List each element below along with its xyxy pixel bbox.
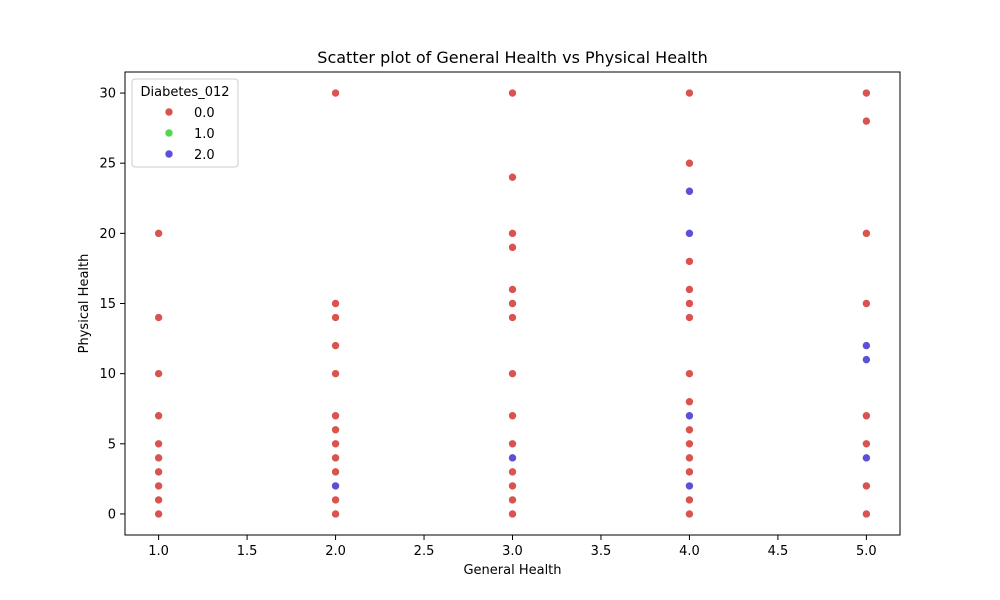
x-tick-label-8: 5.0 bbox=[856, 544, 877, 559]
point-series-0-57 bbox=[862, 509, 871, 519]
x-tick-label-3: 2.5 bbox=[414, 544, 435, 559]
point-series-0-35 bbox=[508, 509, 517, 519]
point-series-0-54 bbox=[862, 411, 871, 421]
y-tick-label-5: 25 bbox=[99, 157, 116, 172]
point-series-2-8 bbox=[862, 453, 871, 463]
x-tick-label-0: 1.0 bbox=[148, 544, 169, 559]
legend-marker-0 bbox=[164, 107, 174, 117]
point-series-0-34 bbox=[508, 495, 517, 505]
point-series-0-39 bbox=[685, 285, 694, 294]
point-series-0-48 bbox=[685, 495, 694, 505]
point-series-0-44 bbox=[685, 425, 694, 435]
point-series-0-5 bbox=[154, 453, 163, 463]
point-series-0-15 bbox=[331, 411, 340, 421]
point-series-0-42 bbox=[685, 369, 694, 378]
point-series-0-32 bbox=[508, 467, 517, 477]
y-tick-label-0: 0 bbox=[108, 507, 116, 522]
chart-title: Scatter plot of General Health vs Physic… bbox=[317, 48, 707, 67]
point-series-0-26 bbox=[508, 285, 517, 294]
point-series-0-3 bbox=[154, 411, 163, 421]
point-series-0-37 bbox=[685, 158, 694, 168]
point-series-0-38 bbox=[685, 257, 694, 266]
point-series-0-51 bbox=[862, 116, 871, 126]
y-tick-label-1: 5 bbox=[108, 437, 116, 452]
point-series-0-40 bbox=[685, 299, 694, 308]
point-series-0-19 bbox=[331, 467, 340, 477]
point-series-0-33 bbox=[508, 481, 517, 491]
point-series-0-55 bbox=[862, 439, 871, 449]
x-tick-label-7: 4.5 bbox=[768, 544, 789, 559]
point-series-0-49 bbox=[685, 509, 694, 519]
y-tick-label-2: 10 bbox=[99, 367, 116, 382]
point-series-0-52 bbox=[862, 229, 871, 238]
point-series-0-43 bbox=[685, 397, 694, 407]
y-tick-label-4: 20 bbox=[99, 227, 116, 242]
x-tick-label-5: 3.5 bbox=[591, 544, 612, 559]
x-axis-ticks: 1.0 1.5 2.0 2.5 3.0 3.5 4.0 4.5 5.0 bbox=[148, 535, 877, 559]
point-series-0-14 bbox=[331, 369, 340, 378]
point-series-2-5 bbox=[685, 481, 694, 491]
y-axis-ticks: 0 5 10 15 20 25 30 bbox=[99, 87, 125, 522]
point-series-0-24 bbox=[508, 229, 517, 238]
point-series-0-25 bbox=[508, 243, 517, 252]
point-series-0-20 bbox=[331, 495, 340, 505]
x-axis-label: General Health bbox=[463, 563, 561, 578]
point-series-0-30 bbox=[508, 411, 517, 421]
point-series-2-4 bbox=[685, 411, 694, 421]
point-series-0-16 bbox=[331, 425, 340, 435]
point-series-0-17 bbox=[331, 439, 340, 449]
point-series-0-45 bbox=[685, 439, 694, 449]
point-series-2-1 bbox=[508, 453, 517, 463]
point-series-2-7 bbox=[862, 355, 871, 364]
legend-title: Diabetes_012 bbox=[140, 85, 229, 100]
point-series-0-10 bbox=[331, 88, 340, 98]
point-series-2-2 bbox=[685, 186, 694, 196]
point-series-0-29 bbox=[508, 369, 517, 378]
point-series-2-0 bbox=[331, 481, 340, 491]
point-series-0-12 bbox=[331, 313, 340, 322]
legend-marker-2 bbox=[164, 149, 174, 159]
point-series-0-4 bbox=[154, 439, 163, 449]
x-tick-label-1: 1.5 bbox=[237, 544, 258, 559]
point-series-0-46 bbox=[685, 453, 694, 463]
legend-marker-1 bbox=[164, 128, 174, 138]
x-tick-label-6: 4.0 bbox=[679, 544, 700, 559]
point-series-0-7 bbox=[154, 481, 163, 491]
point-series-0-53 bbox=[862, 299, 871, 308]
point-series-0-22 bbox=[508, 88, 517, 98]
point-series-0-8 bbox=[154, 495, 163, 505]
x-tick-label-4: 3.0 bbox=[502, 544, 523, 559]
legend-box bbox=[131, 78, 239, 168]
legend-label-0: 0.0 bbox=[194, 106, 215, 121]
point-series-0-41 bbox=[685, 313, 694, 322]
point-series-0-23 bbox=[508, 172, 517, 182]
point-series-0-31 bbox=[508, 439, 517, 449]
y-tick-label-6: 30 bbox=[99, 87, 116, 102]
point-series-0-27 bbox=[508, 299, 517, 308]
y-tick-label-3: 15 bbox=[99, 297, 116, 312]
point-series-0-47 bbox=[685, 467, 694, 477]
point-series-0-11 bbox=[331, 299, 340, 308]
point-series-0-6 bbox=[154, 467, 163, 477]
point-series-0-28 bbox=[508, 313, 517, 322]
point-series-0-1 bbox=[154, 313, 163, 322]
legend-label-2: 2.0 bbox=[194, 148, 215, 163]
legend-label-1: 1.0 bbox=[194, 127, 215, 142]
point-series-0-21 bbox=[331, 509, 340, 519]
point-series-0-18 bbox=[331, 453, 340, 463]
point-series-0-0 bbox=[154, 229, 163, 238]
point-series-0-50 bbox=[862, 88, 871, 98]
point-series-0-56 bbox=[862, 481, 871, 491]
point-series-2-6 bbox=[862, 341, 871, 350]
point-series-0-2 bbox=[154, 369, 163, 378]
legend: Diabetes_012 0.0 1.0 2.0 bbox=[131, 78, 239, 168]
y-axis-label: Physical Health bbox=[77, 254, 92, 354]
point-series-0-9 bbox=[154, 509, 163, 519]
point-series-0-36 bbox=[685, 88, 694, 98]
data-points bbox=[154, 88, 871, 519]
x-tick-label-2: 2.0 bbox=[325, 544, 346, 559]
point-series-2-3 bbox=[685, 229, 694, 238]
point-series-0-13 bbox=[331, 341, 340, 350]
